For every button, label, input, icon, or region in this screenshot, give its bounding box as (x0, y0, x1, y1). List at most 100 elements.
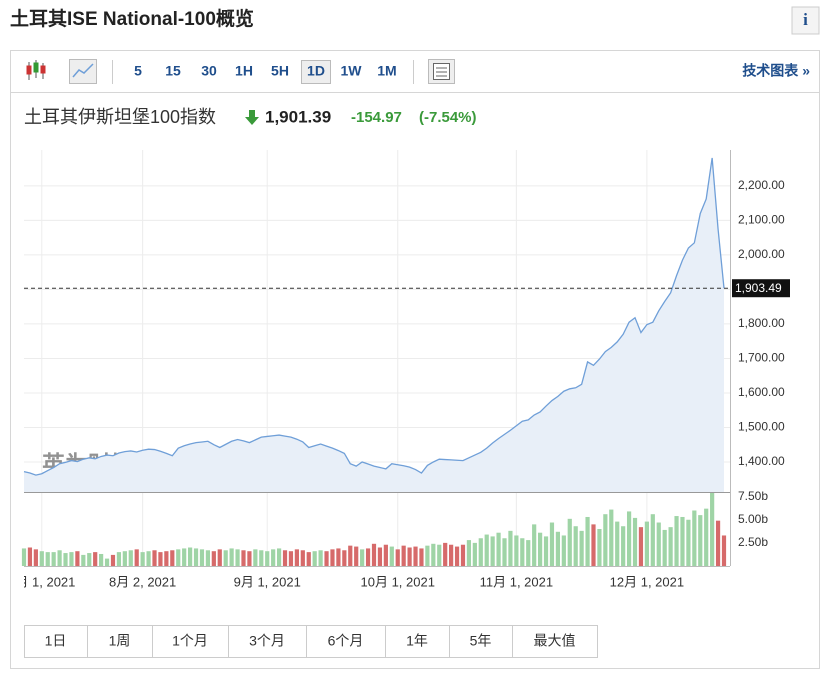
interval-button[interactable]: 5 (134, 63, 142, 79)
interval-button[interactable]: 15 (165, 63, 181, 79)
last-price-label: 1,903.49 (735, 281, 782, 295)
range-label[interactable]: 1年 (406, 633, 428, 649)
volume-bar (199, 549, 205, 566)
volume-bar (211, 551, 216, 566)
interval-button[interactable]: 1W (341, 63, 363, 79)
volume-bar (454, 546, 460, 566)
volume-bar (680, 516, 685, 566)
volume-bar (549, 522, 555, 566)
volume-bar (609, 509, 614, 566)
price-line (23, 157, 725, 476)
volume-bar (39, 551, 44, 566)
volume-bar (241, 550, 246, 566)
tech-chart-link[interactable]: 技术图表 » (742, 63, 810, 79)
table-icon[interactable] (428, 59, 455, 84)
volume-bar (449, 544, 454, 566)
volume-bar (128, 550, 133, 566)
volume-bar (395, 549, 400, 566)
volume-bar (715, 520, 721, 566)
range-label[interactable]: 最大值 (534, 633, 576, 649)
volume-bar (650, 514, 655, 566)
volume-bar (223, 550, 228, 566)
volume-bar (686, 519, 691, 566)
volume-bar (182, 548, 187, 566)
volume-bar (348, 545, 353, 566)
volume-bar (235, 549, 240, 566)
volume-bar (271, 549, 276, 566)
area-fill (24, 157, 724, 492)
volume-bar (543, 536, 549, 566)
volume-bar (318, 550, 323, 566)
volume-bar (389, 546, 394, 566)
volume-bar (330, 549, 335, 566)
volume-bar (437, 544, 442, 566)
volume-bar (27, 547, 33, 566)
volume-bar (698, 515, 703, 566)
down-arrow (245, 110, 259, 125)
volume-bar (615, 521, 620, 566)
range-button[interactable] (449, 625, 513, 658)
x-tick-label: 10月 1, 2021 (361, 574, 435, 589)
volume-bar (253, 549, 258, 566)
volume-bar (21, 548, 27, 566)
volume-bar (710, 492, 715, 566)
volume-bar (603, 514, 608, 566)
volume-bar (217, 549, 222, 566)
chart: 7月 1, 2021 8月 2, 2021 9月 1, 2021 10月 1, 202… (21, 150, 790, 589)
info-icon[interactable]: i (803, 10, 808, 29)
volume-bar (621, 526, 626, 566)
range-button[interactable] (512, 625, 598, 658)
range-button[interactable] (228, 625, 307, 658)
volume-bar (146, 551, 151, 566)
range-label[interactable]: 6个月 (328, 633, 364, 649)
range-label[interactable]: 3个月 (249, 633, 285, 649)
volume-bar (69, 552, 74, 566)
interval-button[interactable]: 1M (377, 63, 396, 79)
volume-bar (336, 548, 341, 566)
y-tick-label: 1,700.00 (738, 351, 785, 365)
volume-bar (514, 535, 519, 566)
volume-bar (401, 545, 406, 566)
x-tick-label: 9月 1, 2021 (234, 574, 301, 589)
y2-tick-label: 2.50b (738, 535, 768, 549)
volume-bar (110, 554, 116, 566)
interval-button[interactable]: 1H (235, 63, 253, 79)
volume-bar (300, 550, 305, 566)
volume-bar (324, 551, 329, 566)
range-label[interactable]: 1个月 (172, 633, 208, 649)
plot-area: 7月 1, 2021 8月 2, 2021 9月 1, 2021 10月 1, 202… (24, 574, 684, 589)
volume-bar (176, 549, 181, 566)
volume-bar (116, 552, 122, 566)
interval-button[interactable]: 30 (201, 63, 217, 79)
range-button[interactable] (306, 625, 386, 658)
volume-bar (644, 521, 649, 566)
range-label[interactable]: 1周 (109, 633, 131, 649)
info-button[interactable] (791, 6, 820, 35)
candle-icon[interactable] (26, 60, 46, 80)
range-label[interactable]: 1日 (45, 633, 67, 649)
volume-bar (638, 527, 644, 566)
range-button[interactable] (385, 625, 450, 658)
price: 1,901.39 (265, 107, 331, 126)
volume-bar (170, 550, 175, 566)
volume-bar (526, 540, 531, 566)
area-icon[interactable] (69, 59, 97, 84)
interval-button[interactable]: 5H (271, 63, 289, 79)
interval-button[interactable]: 1D (307, 63, 325, 79)
y-tick-label: 1,400.00 (738, 454, 785, 468)
volume-bar (585, 516, 590, 566)
range-label[interactable]: 5年 (470, 633, 492, 649)
y2-tick-label: 7.50b (738, 489, 768, 503)
volume-bar (104, 558, 110, 566)
volume-bar (360, 549, 365, 566)
range-button[interactable] (24, 625, 88, 658)
volume-bar (425, 545, 430, 566)
volume-bar (478, 538, 483, 566)
volume-bar (567, 518, 572, 566)
volume-bar (365, 548, 371, 566)
volume-bar (573, 526, 578, 566)
range-button[interactable] (152, 625, 229, 658)
volume-bar (51, 552, 56, 566)
range-button[interactable] (87, 625, 153, 658)
